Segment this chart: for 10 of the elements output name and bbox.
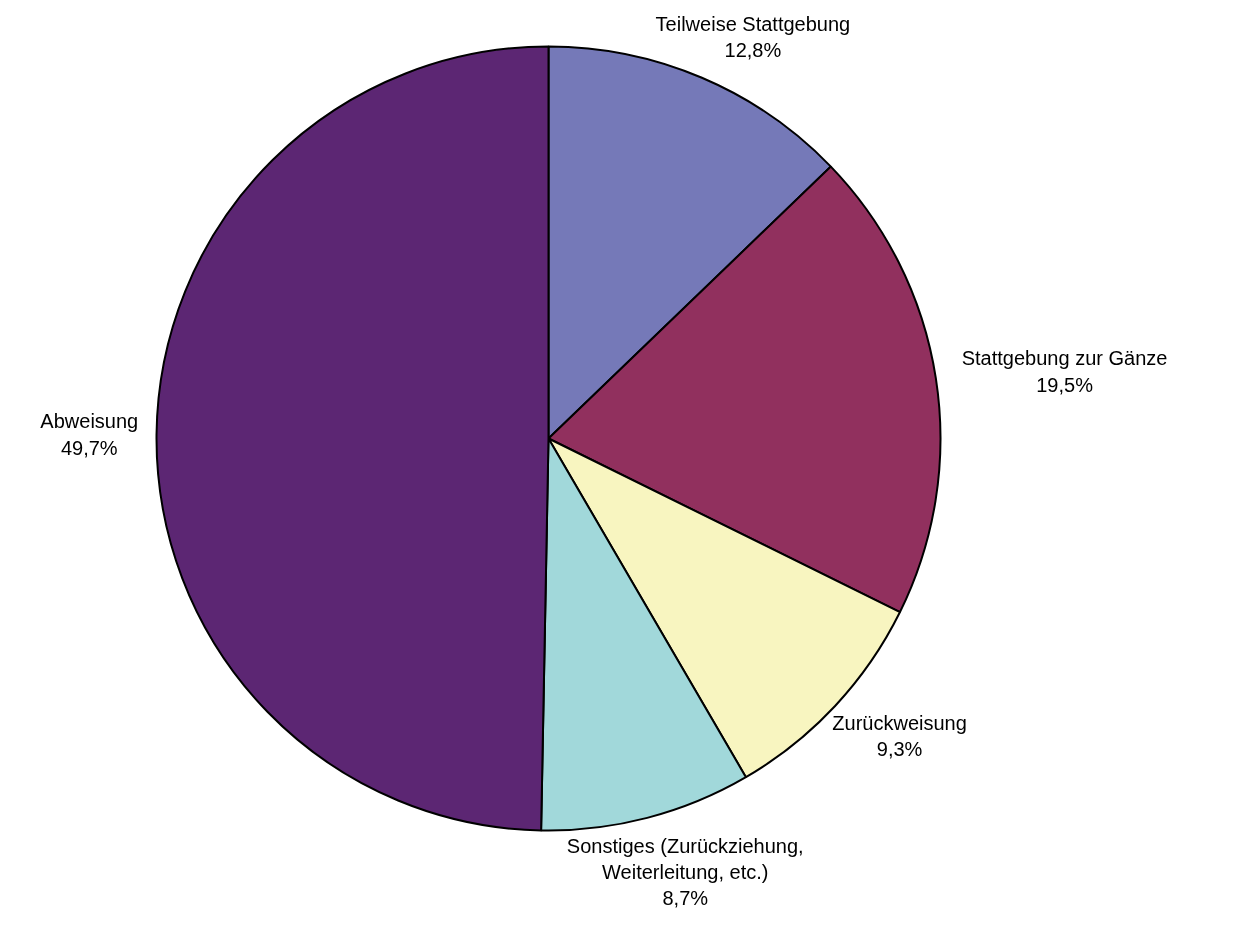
- data-label: 49,7%: [60, 436, 118, 459]
- slice-label: Teilweise Stattgebung: [655, 13, 851, 36]
- data-label: 9,3%: [876, 738, 923, 761]
- slice-label: Zurückweisung: [832, 711, 967, 734]
- slice-label: Stattgebung zur Gänze: [961, 347, 1168, 370]
- slice-label: Abweisung: [40, 410, 139, 433]
- data-label: 12,8%: [724, 39, 782, 62]
- slice-label: Sonstiges (Zurückziehung, Weiterleitung, etc.): [566, 834, 804, 884]
- data-label: 8,7%: [662, 887, 709, 910]
- data-label: 19,5%: [1036, 373, 1094, 396]
